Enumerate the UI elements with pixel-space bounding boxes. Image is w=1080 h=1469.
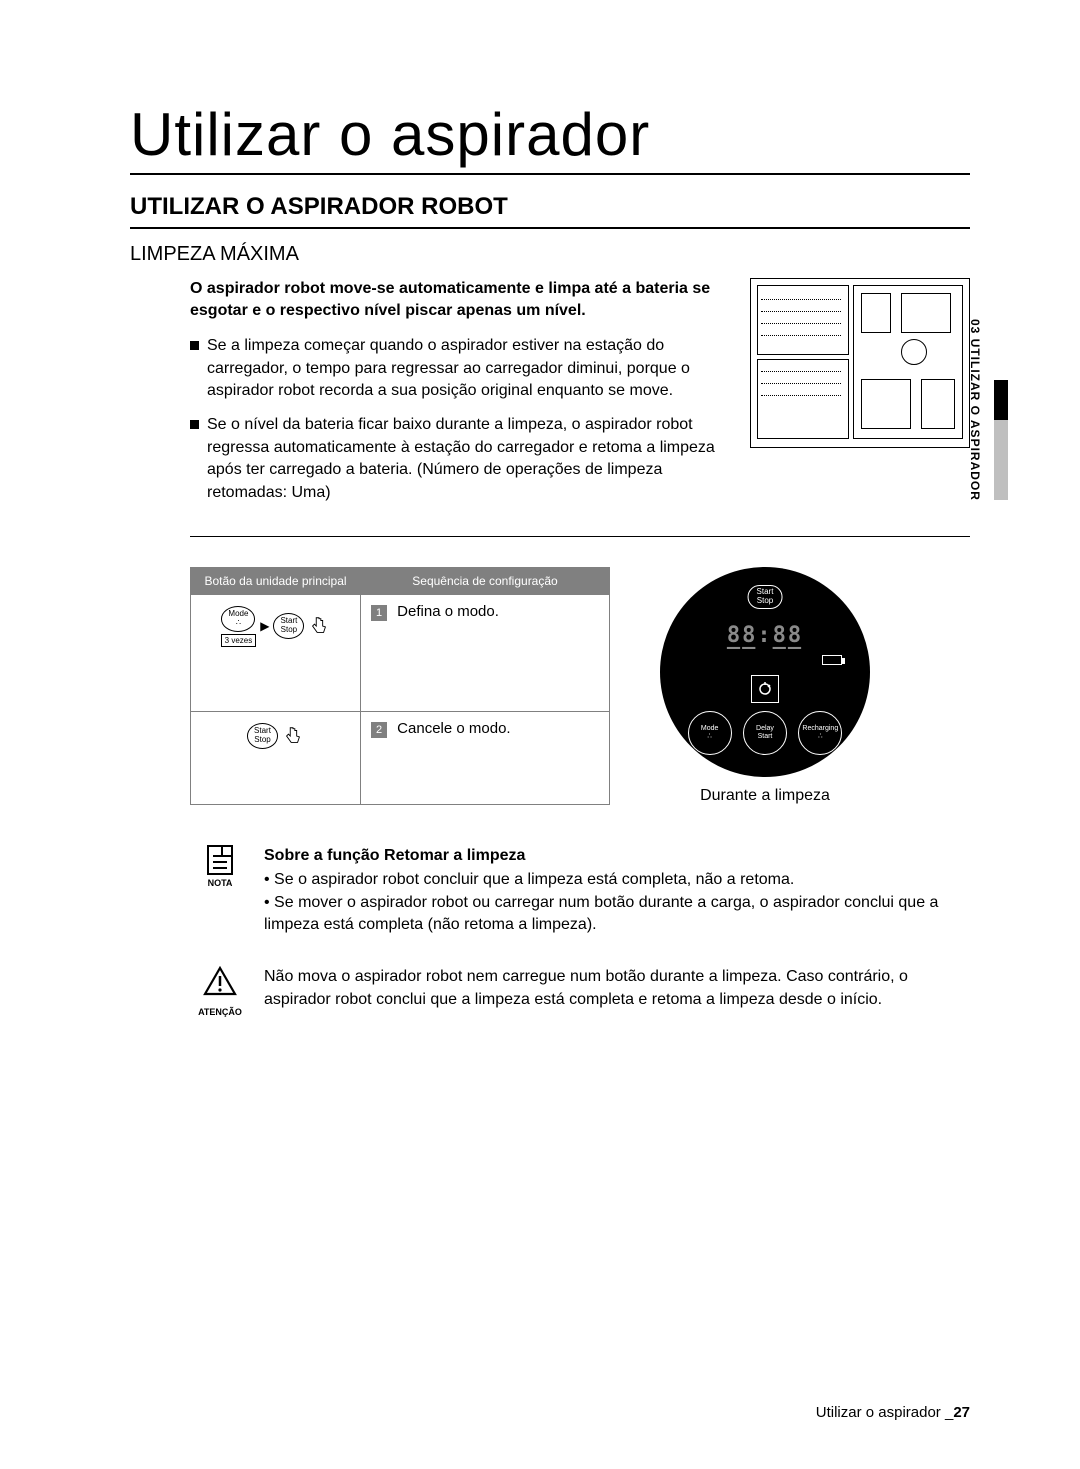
start-stop-button-diagram: StartStop bbox=[247, 723, 304, 749]
arrow-right-icon: ▶ bbox=[260, 619, 269, 633]
subsection-heading: LIMPEZA MÁXIMA bbox=[130, 243, 970, 266]
side-tab-marker-black bbox=[994, 380, 1008, 420]
square-bullet-icon bbox=[190, 341, 199, 350]
step-number: 2 bbox=[371, 722, 387, 738]
page-number: 27 bbox=[953, 1404, 970, 1421]
step-text: Cancele o modo. bbox=[397, 720, 510, 737]
start-stop-oval: StartStop bbox=[273, 613, 304, 639]
bullet-text: Se a limpeza começar quando o aspirador … bbox=[207, 335, 720, 402]
table-header: Botão da unidade principal bbox=[191, 567, 361, 594]
table-row: StartStop 2 Cancele o modo. bbox=[191, 712, 610, 805]
robot-display-panel: StartStop 88:88 ‾‾ ‾‾ Mode∴ DelayStart R… bbox=[660, 567, 870, 805]
robot-delay-start-button: DelayStart bbox=[743, 711, 787, 755]
battery-icon bbox=[822, 655, 842, 665]
note-heading: Sobre a função Retomar a limpeza bbox=[264, 845, 970, 867]
side-tab-marker-grey bbox=[994, 420, 1008, 500]
bullet-text: Se o nível da bateria ficar baixo durant… bbox=[207, 414, 720, 504]
step-text: Defina o modo. bbox=[397, 603, 499, 620]
table-row: Mode∴ 3 vezes ▶ StartStop 1 Defina o mod… bbox=[191, 594, 610, 711]
config-table: Botão da unidade principal Sequência de … bbox=[190, 567, 610, 805]
mode-oval: Mode∴ bbox=[221, 606, 255, 632]
robot-mode-button: Mode∴ bbox=[688, 711, 732, 755]
intro-bold-text: O aspirador robot move-se automaticament… bbox=[190, 278, 720, 321]
mode-button-diagram: Mode∴ 3 vezes ▶ StartStop bbox=[221, 606, 331, 647]
floorplan-diagram bbox=[750, 278, 970, 448]
footer-text: Utilizar o aspirador _ bbox=[816, 1404, 954, 1421]
side-tab-label: 03 UTILIZAR O ASPIRADOR bbox=[968, 319, 982, 501]
note-item: • Se mover o aspirador robot ou carregar… bbox=[264, 892, 970, 937]
square-bullet-icon bbox=[190, 420, 199, 429]
side-tab: 03 UTILIZAR O ASPIRADOR bbox=[960, 300, 990, 520]
press-count-tag: 3 vezes bbox=[221, 634, 257, 647]
note-block: NOTA Sobre a função Retomar a limpeza • … bbox=[130, 845, 970, 937]
robot-caption: Durante a limpeza bbox=[660, 787, 870, 805]
warning-label: ATENÇÃO bbox=[190, 1006, 250, 1019]
warning-block: ATENÇÃO Não mova o aspirador robot nem c… bbox=[130, 966, 970, 1018]
robot-recharging-button: Recharging∴ bbox=[798, 711, 842, 755]
robot-center-icon bbox=[751, 675, 779, 703]
robot-start-stop-button: StartStop bbox=[748, 585, 783, 609]
robot-segment-display: ‾‾ ‾‾ bbox=[727, 645, 803, 670]
note-label: NOTA bbox=[190, 877, 250, 890]
hand-press-icon bbox=[308, 615, 330, 637]
table-header: Sequência de configuração bbox=[361, 567, 610, 594]
step-number: 1 bbox=[371, 605, 387, 621]
page-footer: Utilizar o aspirador _27 bbox=[816, 1404, 970, 1421]
note-icon bbox=[207, 845, 233, 875]
note-item: • Se o aspirador robot concluir que a li… bbox=[264, 869, 970, 891]
bullet-item: Se o nível da bateria ficar baixo durant… bbox=[190, 414, 720, 504]
section-heading: UTILIZAR O ASPIRADOR ROBOT bbox=[130, 193, 970, 229]
warning-text: Não mova o aspirador robot nem carregue … bbox=[264, 966, 970, 1011]
bullet-item: Se a limpeza começar quando o aspirador … bbox=[190, 335, 720, 402]
hand-press-icon bbox=[282, 725, 304, 747]
divider-line bbox=[190, 536, 970, 537]
warning-icon bbox=[203, 966, 237, 996]
page-title: Utilizar o aspirador bbox=[130, 100, 970, 175]
start-stop-oval: StartStop bbox=[247, 723, 278, 749]
